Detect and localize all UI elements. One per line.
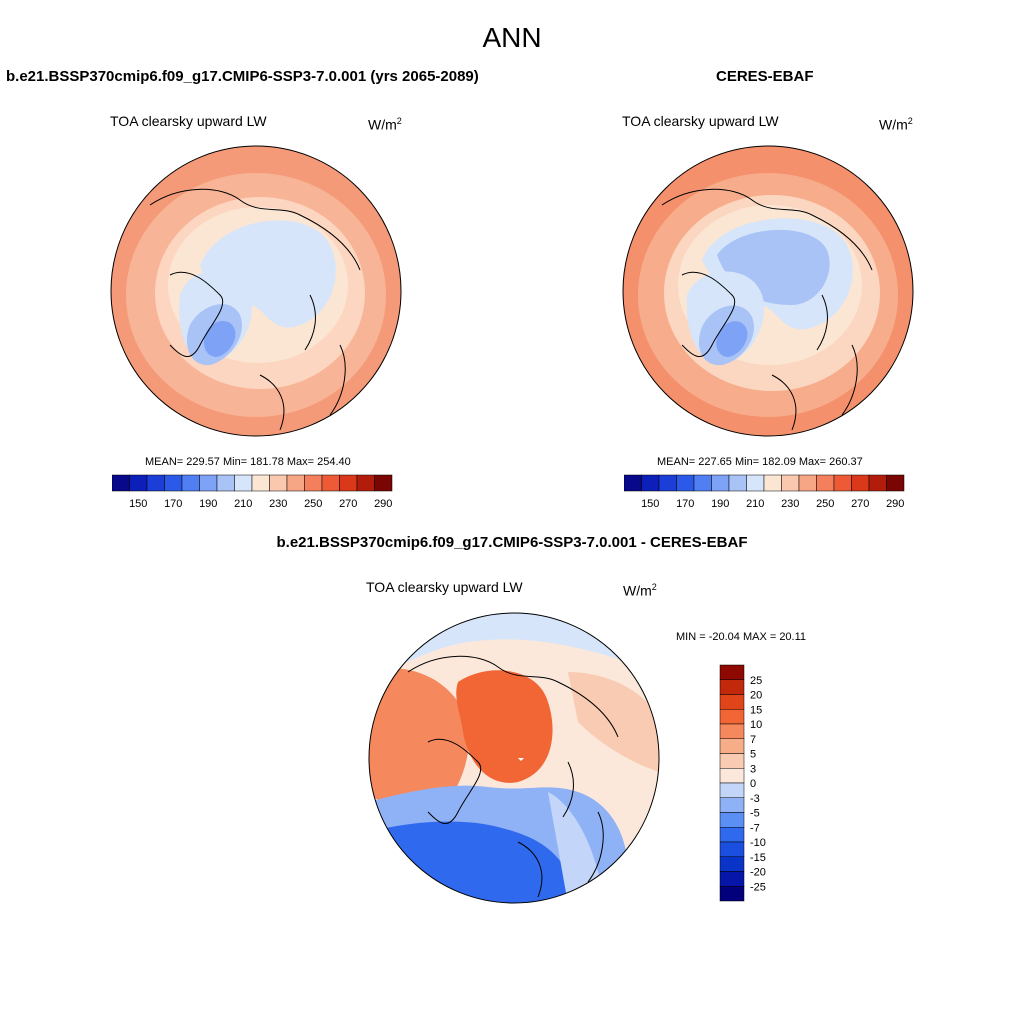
panel-1-colorbar-tick-label: 210 bbox=[234, 498, 252, 510]
panel-2-colorbar-tick-label: 270 bbox=[851, 498, 869, 510]
panel-1-colorbar-box bbox=[112, 474, 130, 492]
panel-3-colorbar-box bbox=[719, 812, 745, 828]
panel-2-colorbar-box bbox=[798, 474, 817, 492]
panel-2-colorbar-tick-label: 230 bbox=[781, 498, 799, 510]
panel-3-colorbar-box bbox=[719, 753, 745, 769]
panel-1-colorbar-box bbox=[251, 474, 270, 492]
panel-2-colorbar-box bbox=[693, 474, 712, 492]
panel-2-colorbar-box bbox=[624, 474, 642, 492]
panel-1-title: b.e21.BSSP370cmip6.f09_g17.CMIP6-SSP3-7.… bbox=[6, 68, 479, 85]
panel-2-colorbar-tick-label: 290 bbox=[886, 498, 904, 510]
panel-1-colorbar-box bbox=[146, 474, 165, 492]
panel-1-units: W/m2 bbox=[368, 116, 402, 133]
panel-2-colorbar-box bbox=[781, 474, 800, 492]
panel-2-colorbar-tick-label: 150 bbox=[641, 498, 659, 510]
panel-2-colorbar-tick-label: 250 bbox=[816, 498, 834, 510]
panel-3-colorbar-box bbox=[719, 827, 745, 843]
panel-2-colorbar-box bbox=[763, 474, 782, 492]
panel-2-variable: TOA clearsky upward LW bbox=[622, 113, 779, 129]
panel-3-colorbar-tick-label: 10 bbox=[750, 719, 762, 731]
panel-2-colorbar-box bbox=[868, 474, 887, 492]
panel-1-variable: TOA clearsky upward LW bbox=[110, 113, 267, 129]
panel-3-colorbar-box bbox=[719, 709, 745, 725]
panel-3-colorbar-box bbox=[719, 856, 745, 872]
panel-1-colorbar-tick-label: 190 bbox=[199, 498, 217, 510]
panel-3-colorbar-tick-label: 3 bbox=[750, 763, 756, 775]
panel-1-colorbar-box bbox=[304, 474, 323, 492]
panel-2-stats: MEAN= 227.65 Min= 182.09 Max= 260.37 bbox=[657, 456, 863, 468]
panel-3-colorbar-box bbox=[719, 782, 745, 798]
panel-3-colorbar-box bbox=[719, 664, 745, 680]
panel-3-title: b.e21.BSSP370cmip6.f09_g17.CMIP6-SSP3-7.… bbox=[276, 534, 748, 551]
panel-2-colorbar: 150 170 190 210 230 250 270 290 bbox=[624, 474, 905, 510]
panel-2-units: W/m2 bbox=[879, 116, 913, 133]
figure-title: ANN bbox=[482, 22, 542, 53]
panel-3-variable: TOA clearsky upward LW bbox=[366, 579, 523, 595]
panel-3-colorbar-box bbox=[719, 797, 745, 813]
panel-1-polar-map bbox=[110, 145, 402, 437]
panel-1-colorbar-tick-label: 170 bbox=[164, 498, 182, 510]
panel-3-colorbar-tick-label: -20 bbox=[750, 867, 766, 879]
panel-2-colorbar-box bbox=[676, 474, 695, 492]
panel-3-colorbar-tick-label: 20 bbox=[750, 690, 762, 702]
panel-3-colorbar-tick-label: -25 bbox=[750, 881, 766, 893]
panel-3-colorbar-tick-label: 15 bbox=[750, 704, 762, 716]
panel-1-colorbar: 150 170 190 210 230 250 270 290 bbox=[112, 474, 393, 510]
panel-2-colorbar-box bbox=[728, 474, 747, 492]
panel-1-colorbar-tick-label: 290 bbox=[374, 498, 392, 510]
panel-1-colorbar-box bbox=[199, 474, 218, 492]
panel-1-colorbar-tick-label: 250 bbox=[304, 498, 322, 510]
panel-1-colorbar-box bbox=[129, 474, 148, 492]
panel-1-colorbar-box bbox=[164, 474, 183, 492]
panel-3-stats: MIN = -20.04 MAX = 20.11 bbox=[676, 631, 807, 643]
panel-1-stats: MEAN= 229.57 Min= 181.78 Max= 254.40 bbox=[145, 456, 351, 468]
panel-1-colorbar-box bbox=[269, 474, 288, 492]
panel-1-colorbar-box bbox=[181, 474, 200, 492]
panel-3-colorbar-box bbox=[719, 768, 745, 784]
panel-2-colorbar-box bbox=[851, 474, 870, 492]
panel-1-colorbar-tick-label: 270 bbox=[339, 498, 357, 510]
panel-1-colorbar-tick-label: 230 bbox=[269, 498, 287, 510]
panel-2-colorbar-tick-label: 210 bbox=[746, 498, 764, 510]
panel-2-polar-map bbox=[622, 145, 914, 437]
panel-1-colorbar-box bbox=[216, 474, 235, 492]
panel-3-colorbar-tick-label: -10 bbox=[750, 837, 766, 849]
panel-3-colorbar-tick-label: -7 bbox=[750, 822, 760, 834]
panel-1-colorbar-box bbox=[286, 474, 305, 492]
panel-3-units: W/m2 bbox=[623, 582, 657, 599]
panel-3-colorbar-box bbox=[719, 679, 745, 695]
panel-3-colorbar-box bbox=[719, 694, 745, 710]
panel-3-colorbar-tick-label: 0 bbox=[750, 778, 756, 790]
panel-3-colorbar-tick-label: 7 bbox=[750, 734, 756, 746]
panel-2-colorbar-box bbox=[658, 474, 677, 492]
panel-3-colorbar-tick-label: -5 bbox=[750, 808, 760, 820]
panel-3-colorbar-box bbox=[719, 841, 745, 857]
panel-3-colorbar-box bbox=[719, 871, 745, 887]
panel-2-title: CERES-EBAF bbox=[716, 68, 814, 85]
panel-1-colorbar-box bbox=[374, 474, 393, 492]
panel-3-colorbar-tick-label: -15 bbox=[750, 852, 766, 864]
panel-3-colorbar-tick-label: -3 bbox=[750, 793, 760, 805]
panel-2-colorbar-box bbox=[816, 474, 835, 492]
panel-1-colorbar-box bbox=[321, 474, 340, 492]
panel-3-colorbar-box bbox=[719, 886, 745, 902]
panel-3-colorbar-box bbox=[719, 738, 745, 754]
panel-3-colorbar: 25 20 15 10 7 5 3 0 -3 -5 -7 -10 -15 -20 -25 bbox=[719, 664, 766, 902]
panel-1-colorbar-tick-label: 150 bbox=[129, 498, 147, 510]
panel-2-colorbar-box bbox=[711, 474, 730, 492]
panel-1-colorbar-box bbox=[339, 474, 358, 492]
panel-2-colorbar-box bbox=[641, 474, 660, 492]
panel-3-polar-map bbox=[368, 612, 660, 904]
panel-1-colorbar-box bbox=[356, 474, 375, 492]
panel-2-colorbar-tick-label: 190 bbox=[711, 498, 729, 510]
panel-2-colorbar-box bbox=[886, 474, 905, 492]
panel-1-colorbar-box bbox=[234, 474, 253, 492]
panel-3-colorbar-tick-label: 5 bbox=[750, 749, 756, 761]
panel-2-colorbar-box bbox=[833, 474, 852, 492]
panel-3-colorbar-box bbox=[719, 723, 745, 739]
panel-3-colorbar-tick-label: 25 bbox=[750, 675, 762, 687]
panel-2-colorbar-box bbox=[746, 474, 765, 492]
panel-2-colorbar-tick-label: 170 bbox=[676, 498, 694, 510]
